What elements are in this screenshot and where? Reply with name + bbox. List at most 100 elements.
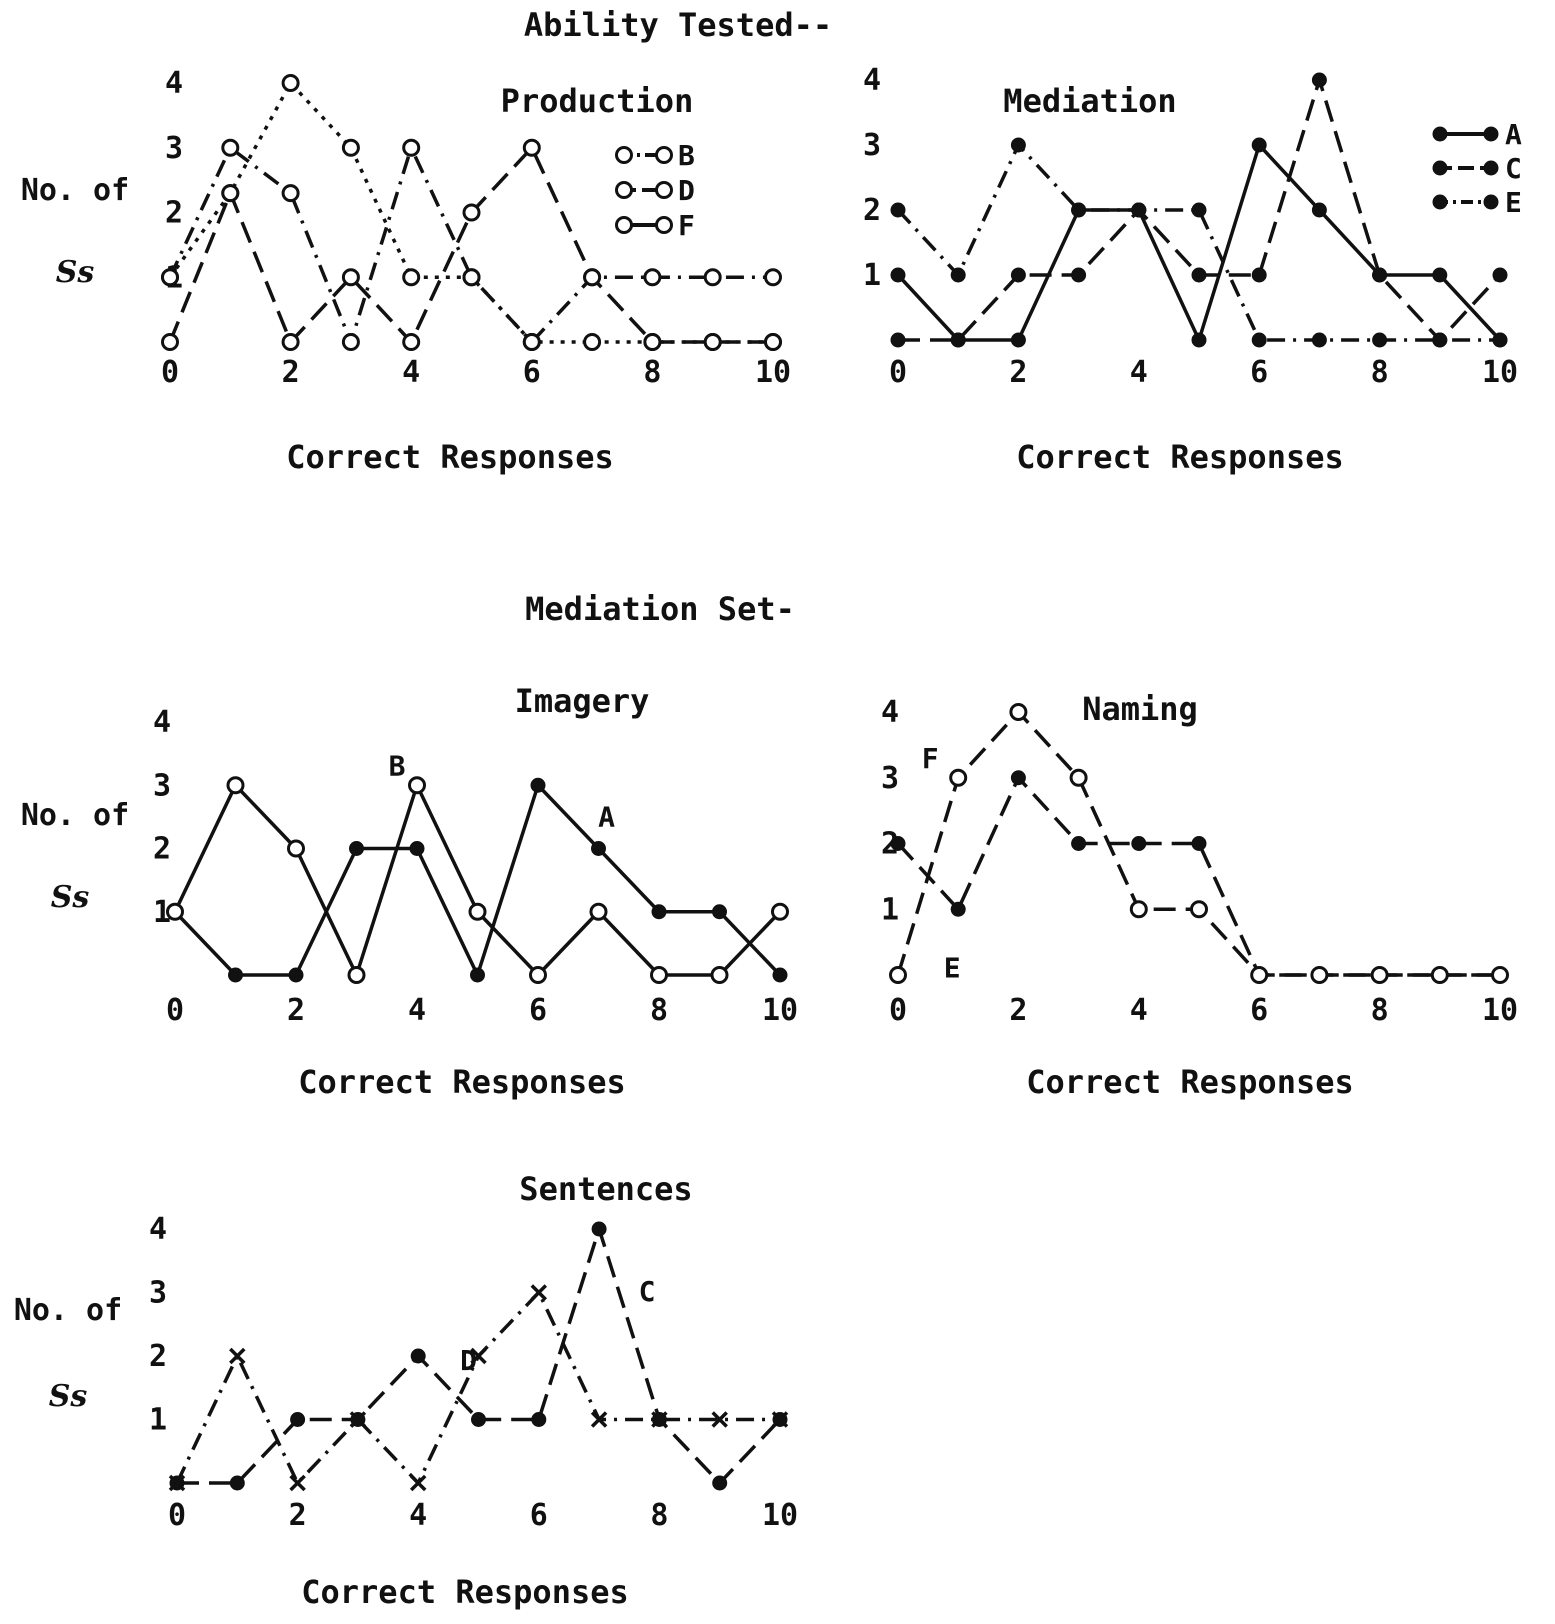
data-point-B <box>408 776 426 795</box>
series-line-A <box>173 783 782 977</box>
data-point-B <box>710 966 729 984</box>
data-point-C <box>890 332 906 348</box>
data-point-C <box>229 1475 245 1491</box>
data-point-C <box>471 1412 486 1427</box>
x-tick-label: 10 <box>1482 993 1518 1028</box>
x-tick-label: 4 <box>1130 355 1148 390</box>
y-tick-label: 3 <box>863 128 881 163</box>
data-point-D <box>168 1474 186 1492</box>
legend-marker <box>655 216 673 234</box>
y-axis-label: No. of <box>21 798 129 833</box>
data-point-D <box>349 1411 367 1428</box>
data-point-C <box>1191 267 1207 283</box>
data-point-C <box>290 1412 306 1427</box>
data-point-A <box>772 967 788 983</box>
series-line-E <box>896 776 1500 977</box>
y-tick-label: 1 <box>863 258 881 293</box>
y-tick-label: 3 <box>165 131 183 166</box>
series-line-B <box>168 146 773 344</box>
y-tick-label: 4 <box>863 63 881 98</box>
x-tick-label: 10 <box>762 1498 798 1533</box>
x-axis-label: Correct Responses <box>298 1063 626 1101</box>
data-point-D <box>711 1411 728 1428</box>
x-tick-label: 6 <box>523 355 541 390</box>
data-point-F <box>341 138 360 157</box>
data-point-A <box>1251 137 1267 153</box>
x-tick-label: 10 <box>755 355 791 390</box>
data-point-F <box>1069 768 1088 787</box>
data-point-E <box>1010 770 1026 786</box>
data-point-D <box>462 203 481 222</box>
data-point-E <box>1191 202 1207 218</box>
data-point-D <box>281 333 300 351</box>
data-point-D <box>651 1411 668 1428</box>
data-point-C <box>1071 267 1087 283</box>
legend-marker <box>1483 126 1499 142</box>
series-line-C <box>177 1227 782 1485</box>
data-point-C <box>1010 267 1026 283</box>
legend-marker <box>655 146 673 164</box>
x-tick-label: 8 <box>643 355 661 390</box>
legend-marker <box>1432 160 1448 176</box>
data-point-E <box>890 836 906 851</box>
y-tick-label: 1 <box>149 1403 167 1438</box>
series-label-E: E <box>944 951 961 984</box>
series-label-C: C <box>639 1275 656 1308</box>
data-point-B <box>643 268 662 287</box>
y-tick-label: 2 <box>153 832 171 867</box>
data-point-B <box>650 966 668 984</box>
y-axis-label: Ss <box>51 880 90 915</box>
data-point-C <box>1492 267 1508 283</box>
data-point-B <box>764 268 782 287</box>
data-point-B <box>703 268 722 287</box>
x-tick-label: 6 <box>1250 993 1268 1028</box>
x-tick-label: 8 <box>650 993 668 1028</box>
data-point-F <box>462 268 481 287</box>
data-point-C <box>1311 72 1327 88</box>
x-tick-label: 2 <box>282 355 300 390</box>
data-point-A <box>530 777 546 793</box>
data-point-A <box>409 841 425 856</box>
x-tick-label: 4 <box>408 993 426 1028</box>
y-tick-label: 3 <box>153 768 171 803</box>
data-point-A <box>591 841 606 856</box>
y-axis-label: No. of <box>14 1293 122 1328</box>
y-tick-label: 2 <box>149 1339 167 1374</box>
heading-mediation-set: Mediation Set- <box>525 590 795 628</box>
data-point-F <box>643 333 662 351</box>
data-point-D <box>289 1474 306 1492</box>
data-point-D <box>341 268 360 287</box>
data-point-F <box>1430 966 1449 984</box>
x-tick-label: 6 <box>529 993 547 1028</box>
data-point-B <box>529 966 547 984</box>
x-tick-label: 2 <box>1009 355 1027 390</box>
x-tick-label: 2 <box>1009 993 1027 1028</box>
x-tick-label: 8 <box>1371 993 1389 1028</box>
y-tick-label: 2 <box>881 827 899 862</box>
data-point-A <box>1432 267 1448 283</box>
y-axis-label: Ss <box>56 255 95 290</box>
data-point-D <box>590 1411 608 1428</box>
data-point-B <box>221 138 240 157</box>
data-point-E <box>1492 332 1508 348</box>
data-point-B <box>287 839 305 858</box>
x-tick-label: 10 <box>1482 355 1518 390</box>
data-point-F <box>583 333 602 351</box>
series-line-E <box>896 143 1500 342</box>
legend-marker <box>615 146 633 164</box>
legend-label: B <box>678 139 695 172</box>
x-tick-label: 0 <box>161 355 179 390</box>
x-tick-label: 0 <box>168 1498 186 1533</box>
data-point-E <box>950 267 966 283</box>
y-tick-label: 4 <box>881 695 899 730</box>
x-tick-label: 6 <box>530 1498 548 1533</box>
x-axis-label: Correct Responses <box>286 438 614 476</box>
data-point-A <box>470 967 485 983</box>
y-tick-label: 4 <box>149 1212 167 1247</box>
data-point-E <box>1311 332 1327 348</box>
data-point-B <box>226 776 245 795</box>
data-point-C <box>712 1475 728 1491</box>
